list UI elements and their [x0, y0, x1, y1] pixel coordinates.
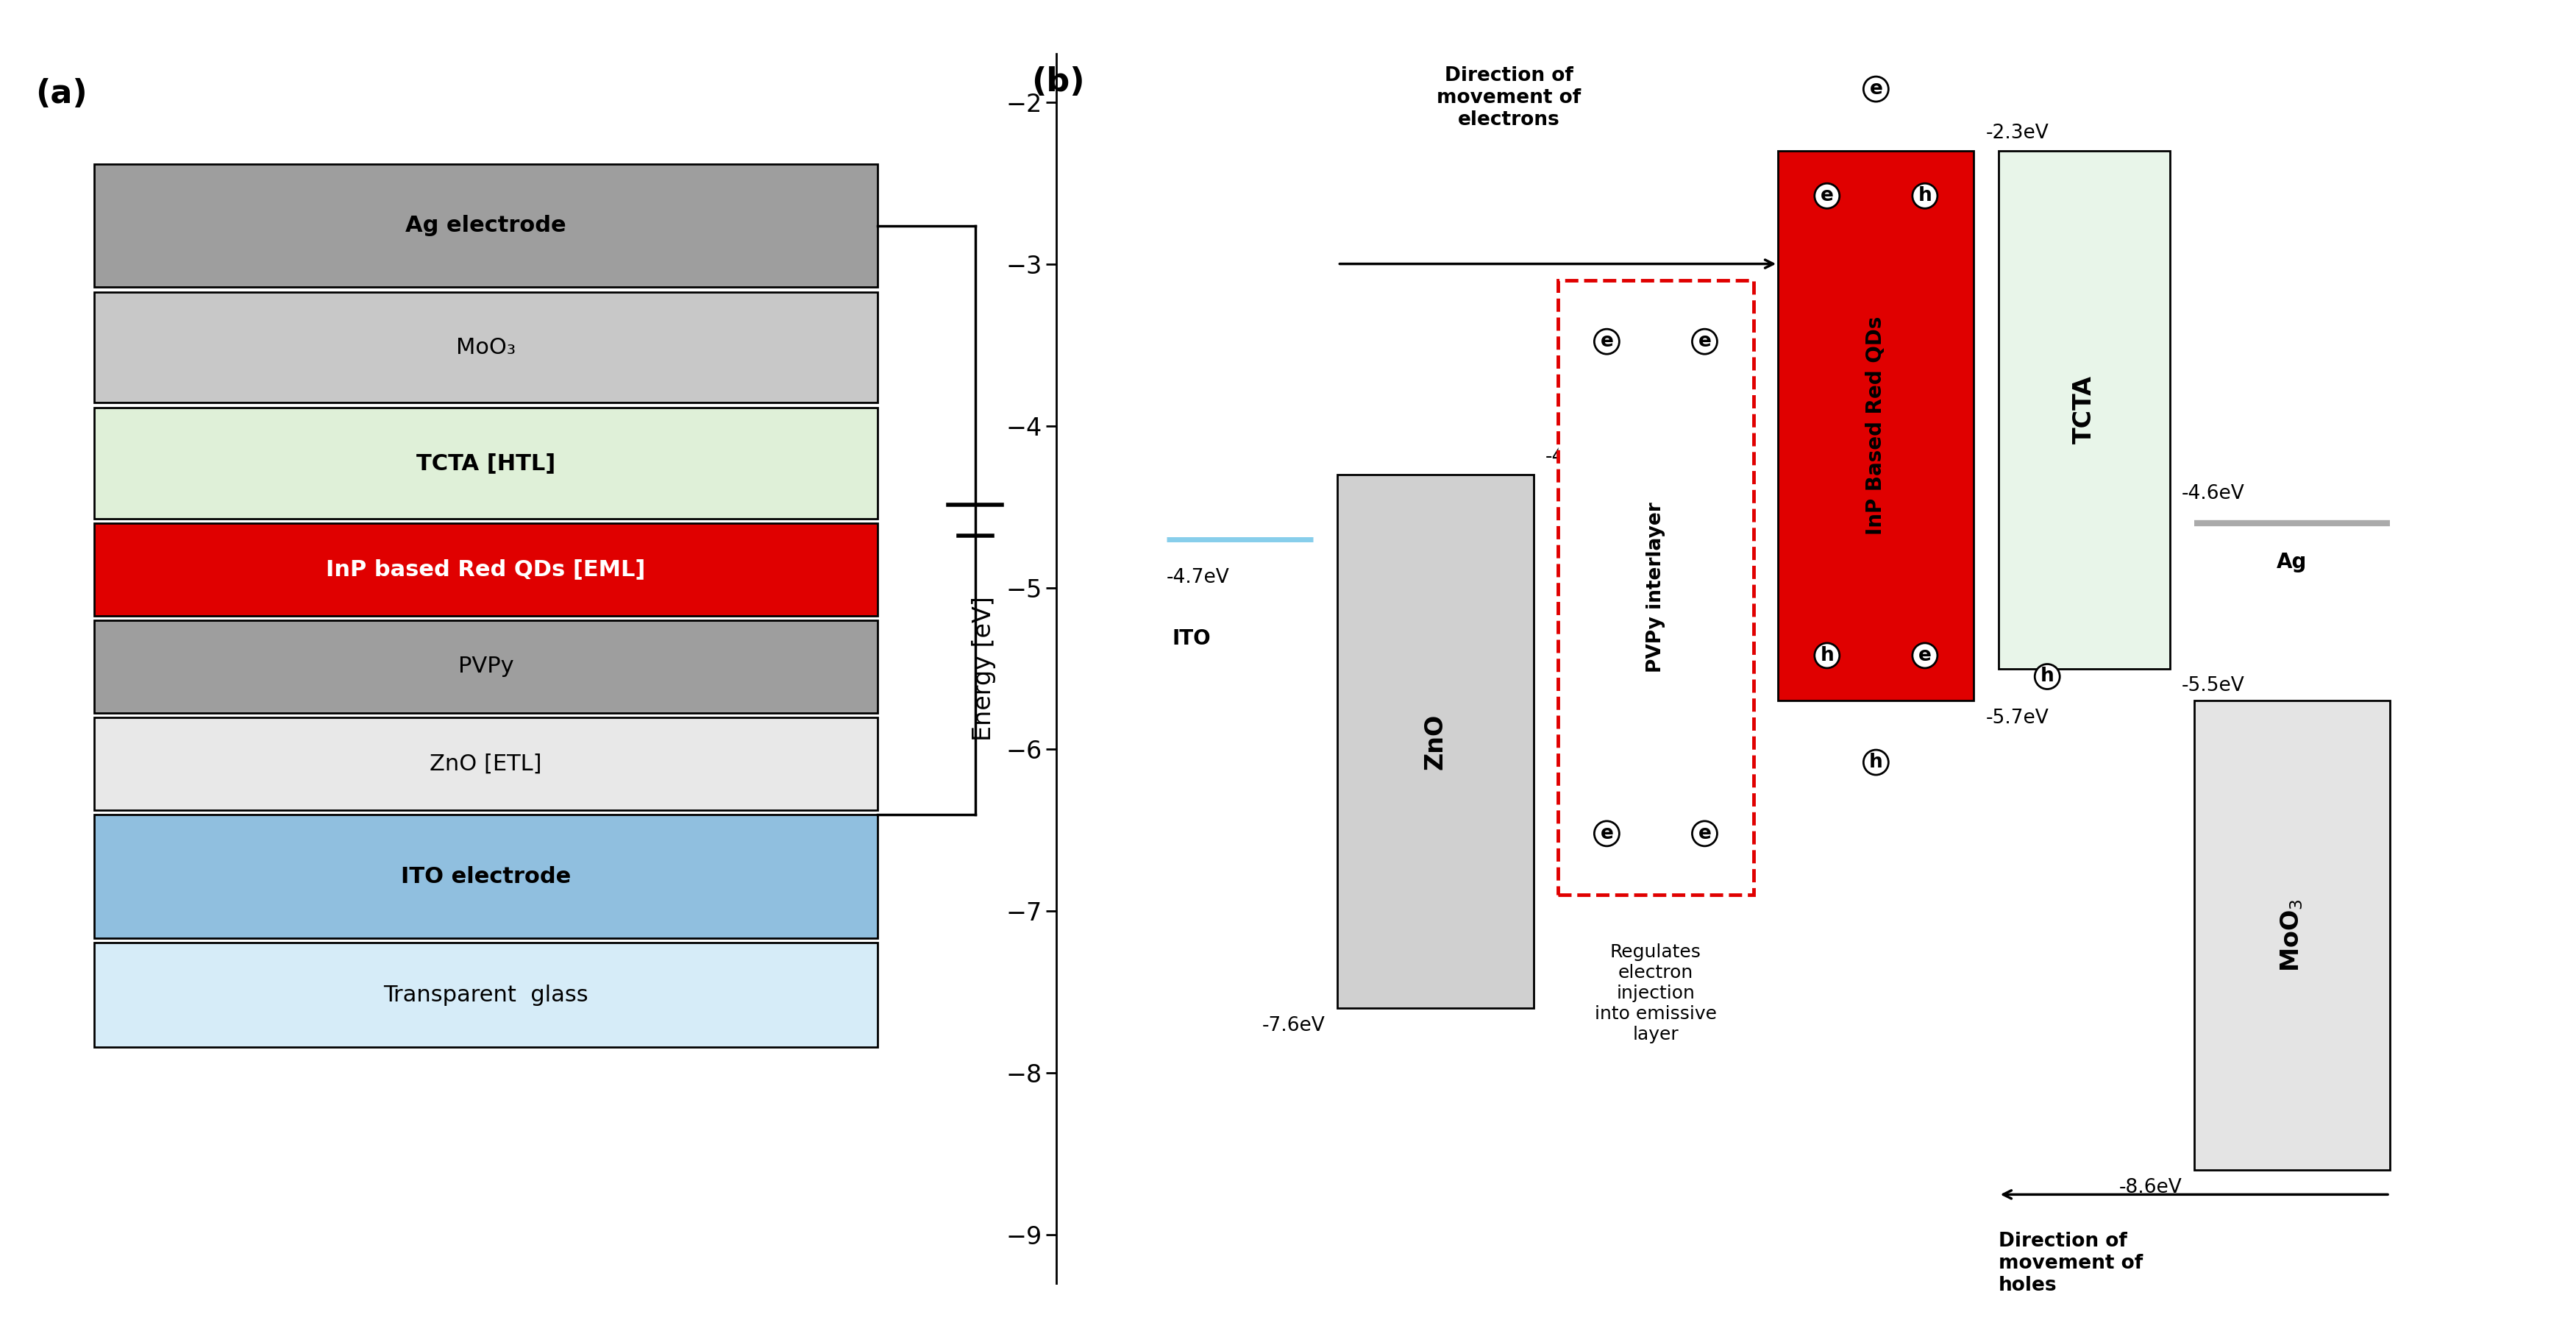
Y-axis label: Energy [eV]: Energy [eV]	[971, 596, 997, 741]
Ellipse shape	[1911, 183, 1937, 209]
Text: -5.7eV: -5.7eV	[1986, 709, 2048, 729]
FancyBboxPatch shape	[95, 620, 878, 713]
Text: MoO$_3$: MoO$_3$	[2280, 898, 2306, 972]
Text: -4.7eV: -4.7eV	[1167, 568, 1229, 587]
Ellipse shape	[1862, 76, 1888, 102]
Ellipse shape	[2035, 664, 2061, 689]
Text: e: e	[1698, 824, 1710, 844]
Ellipse shape	[1692, 329, 1718, 354]
Text: e: e	[1698, 332, 1710, 352]
Bar	[1337, 475, 1533, 1008]
Text: e: e	[1600, 824, 1613, 844]
Bar	[1999, 151, 2169, 668]
Text: InP based Red QDs [EML]: InP based Red QDs [EML]	[327, 559, 647, 580]
Text: e: e	[1821, 186, 1834, 206]
Text: -4.3eV: -4.3eV	[1546, 447, 1607, 467]
Text: Direction of
movement of
electrons: Direction of movement of electrons	[1437, 67, 1582, 130]
Ellipse shape	[1911, 643, 1937, 668]
Bar	[1777, 151, 1973, 701]
Text: TCTA [HTL]: TCTA [HTL]	[417, 452, 556, 473]
Text: e: e	[1600, 332, 1613, 352]
Text: PVPy interlayer: PVPy interlayer	[1646, 503, 1664, 673]
Ellipse shape	[1814, 183, 1839, 209]
FancyBboxPatch shape	[95, 164, 878, 287]
Ellipse shape	[1814, 643, 1839, 668]
Text: InP Based Red QDs: InP Based Red QDs	[1865, 317, 1886, 535]
FancyBboxPatch shape	[95, 408, 878, 519]
Ellipse shape	[1595, 329, 1620, 354]
Text: Ag: Ag	[2277, 552, 2308, 572]
Text: h: h	[2040, 667, 2053, 686]
Text: ITO: ITO	[1172, 628, 1211, 648]
Text: h: h	[1821, 646, 1834, 664]
Text: h: h	[1870, 753, 1883, 771]
FancyBboxPatch shape	[95, 943, 878, 1047]
Text: Direction of
movement of
holes: Direction of movement of holes	[1999, 1231, 2143, 1296]
FancyBboxPatch shape	[95, 291, 878, 402]
Text: ZnO [ETL]: ZnO [ETL]	[430, 753, 541, 774]
Text: (b): (b)	[1030, 67, 1084, 98]
Ellipse shape	[1862, 750, 1888, 775]
Text: ITO electrode: ITO electrode	[402, 865, 572, 886]
Text: (a): (a)	[36, 78, 88, 110]
Text: Regulates
electron
injection
into emissive
layer: Regulates electron injection into emissi…	[1595, 944, 1716, 1043]
Ellipse shape	[1595, 821, 1620, 846]
Text: e: e	[1919, 646, 1932, 664]
Text: -5.5eV: -5.5eV	[2182, 677, 2244, 695]
Text: ZnO: ZnO	[1425, 713, 1448, 769]
Text: MoO₃: MoO₃	[456, 337, 515, 358]
Text: TCTA: TCTA	[2071, 376, 2097, 444]
Text: Ag electrode: Ag electrode	[404, 215, 567, 237]
FancyBboxPatch shape	[95, 814, 878, 937]
Text: -4.6eV: -4.6eV	[2182, 484, 2244, 504]
Text: h: h	[1919, 186, 1932, 206]
Ellipse shape	[1692, 821, 1718, 846]
FancyBboxPatch shape	[1558, 279, 1754, 894]
Bar	[2195, 701, 2391, 1170]
Text: e: e	[1870, 79, 1883, 99]
Text: -7.6eV: -7.6eV	[1262, 1016, 1327, 1036]
FancyBboxPatch shape	[95, 718, 878, 810]
Text: Transparent  glass: Transparent glass	[384, 984, 587, 1005]
Text: -8.6eV: -8.6eV	[2120, 1178, 2182, 1198]
Text: PVPy: PVPy	[459, 656, 513, 678]
FancyBboxPatch shape	[95, 523, 878, 615]
Text: -2.3eV: -2.3eV	[1986, 123, 2048, 143]
